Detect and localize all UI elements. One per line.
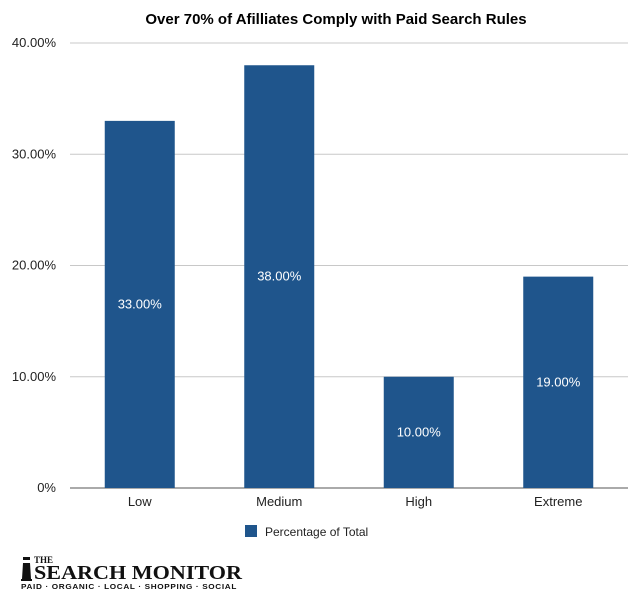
x-axis-categories: Low Medium High Extreme xyxy=(128,494,583,509)
logo-the: THE xyxy=(34,555,53,565)
data-label: 33.00% xyxy=(118,296,163,311)
y-tick-label: 30.00% xyxy=(12,146,57,161)
bar-medium xyxy=(244,65,315,488)
data-label: 38.00% xyxy=(257,269,302,284)
legend: Percentage of Total xyxy=(245,525,368,539)
y-tick-label: 10.00% xyxy=(12,369,57,384)
bar-low xyxy=(104,120,175,488)
x-category-label: Medium xyxy=(256,494,302,509)
bar-chart: Over 70% of Afilliates Comply with Paid … xyxy=(12,11,628,539)
y-tick-label: 0% xyxy=(37,480,56,495)
x-category-label: High xyxy=(405,494,432,509)
y-tick-label: 40.00% xyxy=(12,35,57,50)
y-tick-label: 20.00% xyxy=(12,258,57,273)
logo-name: SEARCH MONITOR xyxy=(34,562,243,584)
chart-title: Over 70% of Afilliates Comply with Paid … xyxy=(145,11,526,28)
data-label: 10.00% xyxy=(397,424,442,439)
bars: 33.00% 38.00% 10.00% 19.00% xyxy=(104,65,594,488)
data-label: 19.00% xyxy=(536,374,581,389)
bar-high xyxy=(383,376,454,488)
lighthouse-icon xyxy=(21,557,32,581)
x-category-label: Low xyxy=(128,494,152,509)
legend-swatch xyxy=(245,525,257,537)
logo-tagline: PAID · ORGANIC · LOCAL · SHOPPING · SOCI… xyxy=(21,582,237,591)
legend-label: Percentage of Total xyxy=(265,525,368,539)
y-axis-ticks: 0% 10.00% 20.00% 30.00% 40.00% xyxy=(12,35,57,495)
search-monitor-logo: THE SEARCH MONITOR PAID · ORGANIC · LOCA… xyxy=(21,555,243,591)
bar-extreme xyxy=(523,276,594,488)
x-category-label: Extreme xyxy=(534,494,582,509)
